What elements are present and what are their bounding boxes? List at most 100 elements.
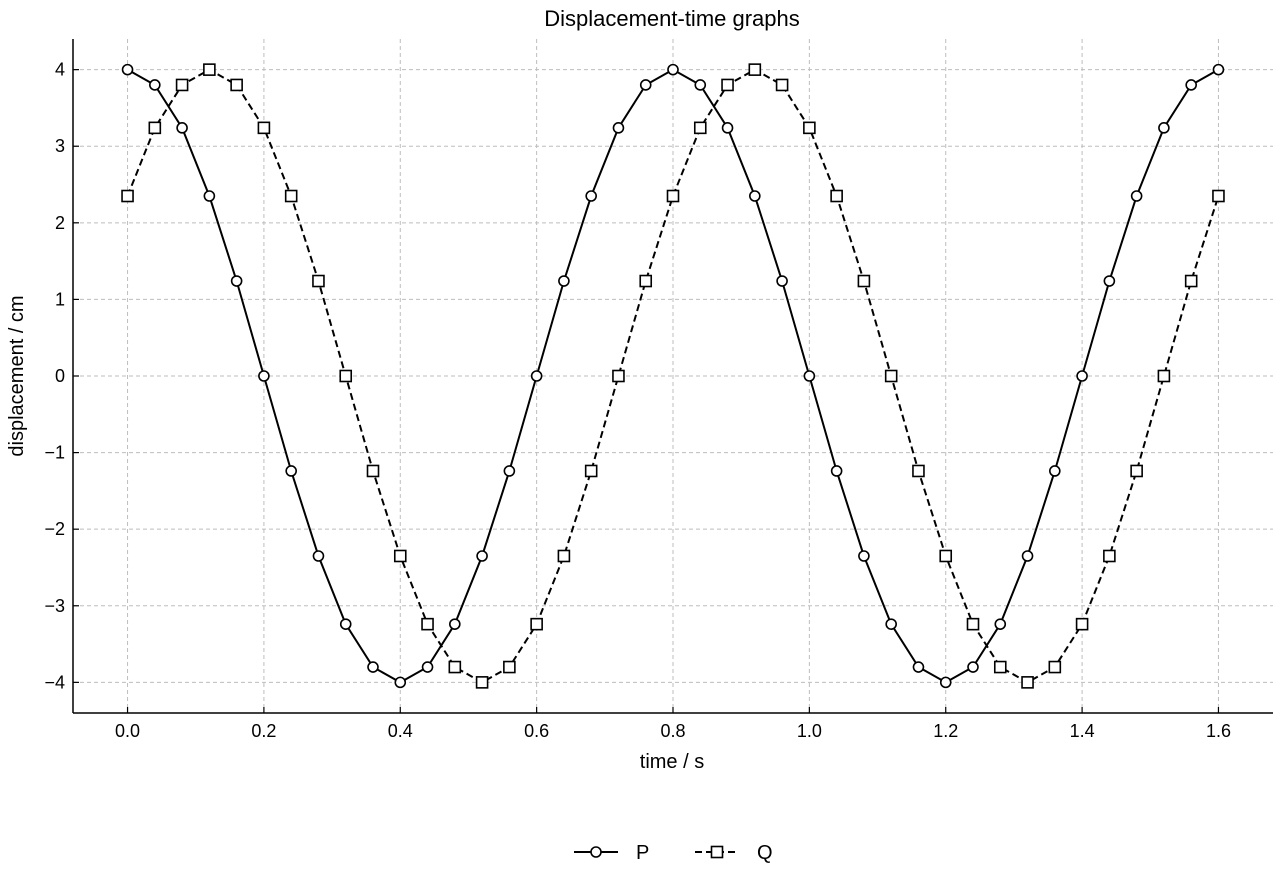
data-point-q [1048,660,1062,674]
data-point-q [639,274,653,288]
data-point-p [967,661,979,673]
data-point-p [230,275,243,287]
data-point-p [1021,550,1034,562]
data-point-p [585,190,597,202]
legend-item-q: Q [695,842,773,864]
data-point-p [258,370,270,382]
x-tick-label: 0.4 [388,721,413,741]
data-point-p [421,661,434,673]
data-point-q [1021,676,1034,689]
data-point-q [503,660,516,674]
data-point-p [1076,370,1088,382]
data-point-q [1075,617,1089,631]
y-axis-label: displacement / cm [6,295,28,456]
data-point-q [557,549,571,563]
series-line-q [126,68,1220,684]
data-point-p [830,465,843,477]
data-point-p [394,676,407,689]
data-point-p [1158,122,1170,134]
data-point-q [421,617,434,631]
data-point-q [939,549,953,563]
data-point-p [994,618,1007,630]
series-layer [121,63,1225,689]
data-point-q [366,464,380,478]
data-point-q [966,617,980,631]
data-point-q [475,676,489,689]
data-point-q [257,121,271,135]
data-point-p [667,63,679,76]
data-point-p [939,676,952,689]
data-point-q [666,189,680,203]
data-point-q [203,63,216,76]
data-point-q [748,63,762,76]
data-point-p [639,79,652,91]
data-point-p [885,618,897,630]
data-point-q [884,369,898,383]
data-point-q [775,78,789,92]
series-p [121,63,1225,689]
data-point-p [858,550,870,562]
chart-title: Displacement-time graphs [544,6,800,31]
data-point-p [339,618,352,630]
y-tick-label: 4 [55,60,65,80]
data-point-p [803,370,816,382]
data-point-p [367,661,379,673]
data-point-q [993,660,1007,674]
data-point-p [176,122,188,134]
data-point-q [121,189,134,203]
data-point-q [693,121,707,135]
data-point-q [1157,369,1171,383]
data-point-p [1103,275,1116,287]
data-point-q [530,617,543,631]
data-point-p [476,550,488,562]
series-q [121,63,1225,689]
data-point-q [803,121,816,135]
data-point-q [1103,549,1116,563]
y-tick-label: 0 [55,366,65,386]
data-point-p [503,465,516,477]
data-point-q [584,464,598,478]
data-point-q [448,660,462,674]
data-point-q [830,189,843,203]
data-point-p [530,370,543,382]
x-tick-label: 1.4 [1070,721,1095,741]
data-point-q [393,549,407,563]
data-point-p [721,122,734,134]
y-tick-label: −2 [44,519,65,539]
data-point-q [612,369,625,383]
data-point-p [912,661,925,673]
data-point-p [312,550,325,562]
data-point-q [312,274,325,288]
y-ticks: 4 3 2 1 0 −1 −2 −3 −4 [44,60,79,692]
legend-marker-p [590,846,602,858]
data-point-q [339,369,353,383]
grid [73,39,1273,713]
legend-label-p: P [636,842,649,864]
data-point-q [912,464,925,478]
x-tick-label: 0.6 [524,721,549,741]
x-tick-label: 1.0 [797,721,822,741]
data-point-q [175,78,189,92]
x-tick-label: 0.0 [115,721,140,741]
legend-label-q: Q [757,842,773,864]
y-tick-label: 2 [55,213,65,233]
data-point-q [1130,464,1143,478]
x-tick-label: 1.6 [1206,721,1231,741]
data-point-p [1049,465,1061,477]
data-point-q [148,121,162,135]
y-tick-label: −1 [44,443,65,463]
data-point-q [1184,274,1198,288]
data-point-p [149,79,161,91]
legend-marker-q [710,845,724,859]
data-point-p [558,275,570,287]
data-point-p [449,618,461,630]
y-tick-label: 3 [55,136,65,156]
y-tick-label: −4 [44,672,65,692]
y-tick-label: −3 [44,596,65,616]
data-point-p [612,122,625,134]
data-point-q [857,274,871,288]
data-point-q [1212,189,1225,203]
data-point-q [721,78,734,92]
